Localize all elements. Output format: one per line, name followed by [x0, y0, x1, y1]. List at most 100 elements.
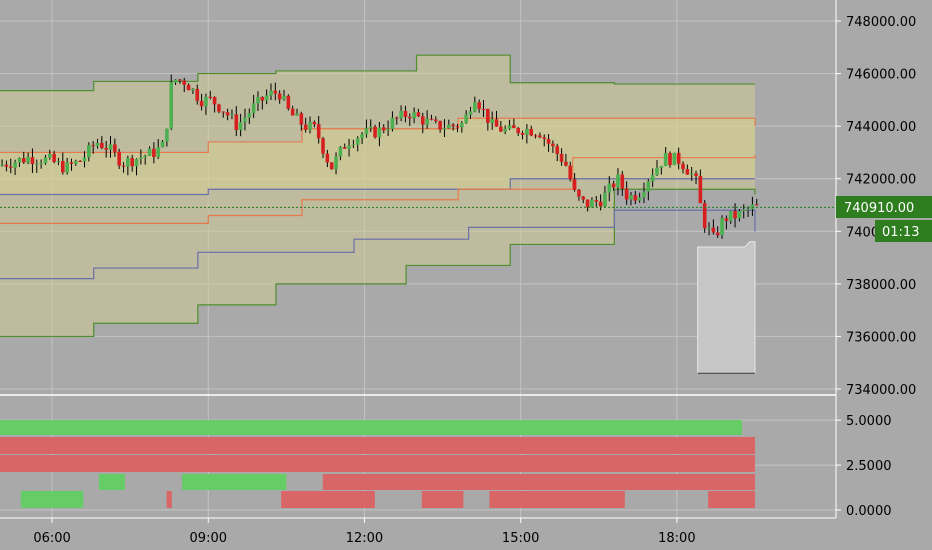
candle-body: [390, 117, 395, 129]
y-tick-label: 746000.00: [846, 68, 916, 83]
candle-body: [689, 173, 694, 175]
lower-y-tick-label: 0.0000: [846, 504, 892, 519]
y-tick-label: 748000.00: [846, 15, 916, 30]
candle-body: [152, 148, 156, 157]
candle-body: [121, 165, 126, 167]
candle-body: [126, 158, 130, 167]
candle-body: [186, 84, 191, 91]
candle-body: [728, 210, 733, 221]
indicator-bar-12: [489, 491, 625, 508]
candle-body: [659, 165, 664, 168]
candle-body: [321, 138, 325, 154]
candle-body: [238, 122, 243, 130]
candle-body: [598, 201, 603, 207]
candle-body: [399, 110, 403, 119]
candle-body: [407, 116, 412, 119]
candle-body: [386, 128, 390, 131]
x-tick-label: 06:00: [33, 531, 70, 546]
countdown-label: 01:13: [882, 225, 919, 240]
candle-body: [299, 113, 304, 125]
candle-body: [724, 218, 729, 221]
candle-body: [243, 117, 247, 123]
candle-body: [347, 145, 351, 149]
candle-body: [499, 126, 503, 132]
candle-body: [624, 188, 629, 200]
indicator-bar-7: [98, 474, 125, 490]
candle-body: [607, 183, 612, 193]
candle-body: [646, 181, 651, 192]
candle-body: [490, 119, 494, 123]
candle-body: [52, 153, 56, 162]
candle-body: [663, 153, 668, 166]
candle-body: [0, 164, 4, 166]
candle-body: [165, 128, 169, 142]
candle-body: [26, 157, 30, 163]
candle-body: [312, 122, 317, 125]
candle-body: [269, 90, 273, 96]
candle-body: [247, 113, 252, 118]
candle-body: [403, 110, 408, 117]
candle-body: [169, 82, 174, 129]
candle-body: [100, 142, 104, 148]
y-tick-label: 742000.00: [846, 173, 916, 188]
candle-body: [39, 163, 43, 165]
candle-body: [715, 232, 720, 236]
indicator-bar-9: [182, 474, 250, 490]
candle-body: [447, 124, 451, 129]
candle-body: [603, 192, 607, 207]
candle-body: [468, 111, 473, 115]
candle-body: [481, 108, 486, 110]
candle-body: [633, 195, 638, 201]
band-mid-lower: [0, 155, 756, 224]
candle-body: [416, 112, 421, 117]
candle-body: [668, 153, 672, 165]
candle-body: [425, 118, 429, 125]
candle-body: [47, 153, 52, 158]
candle-body: [91, 145, 95, 147]
candle-body: [611, 183, 616, 188]
candle-body: [61, 161, 65, 173]
candle-body: [178, 79, 182, 81]
candle-body: [464, 114, 468, 123]
volume-box: [697, 241, 756, 374]
candle-body: [568, 165, 573, 180]
candle-body: [512, 125, 516, 129]
candle-body: [342, 147, 347, 149]
candle-body: [43, 157, 48, 164]
candle-body: [720, 218, 724, 236]
indicator-bar-0: [0, 420, 742, 435]
candle-body: [108, 144, 113, 150]
band-inner-lower: [0, 209, 756, 280]
candle-body: [208, 96, 213, 98]
candle-body: [542, 137, 547, 139]
candle-body: [685, 169, 690, 175]
candle-body: [581, 196, 586, 200]
indicator-bar-6: [41, 491, 84, 508]
candle-body: [290, 108, 295, 116]
candle-body: [477, 102, 481, 109]
candle-body: [594, 200, 599, 202]
candle-body: [525, 128, 529, 135]
candle-body: [438, 121, 442, 130]
candle-body: [650, 175, 655, 182]
candle-body: [702, 203, 707, 229]
candle-body: [325, 153, 330, 163]
candle-body: [442, 128, 447, 130]
candle-body: [394, 117, 399, 119]
candle-body: [681, 163, 685, 170]
candle-body: [451, 124, 455, 127]
candle-body: [199, 100, 204, 107]
candle-body: [334, 156, 338, 170]
indicator-panel: [0, 420, 755, 508]
candle-body: [87, 145, 91, 158]
candle-body: [13, 162, 17, 168]
candle-body: [113, 144, 117, 152]
candle-body: [221, 111, 226, 113]
candle-body: [672, 152, 677, 165]
lower-y-tick-label: 2.5000: [846, 459, 892, 474]
candle-body: [486, 108, 490, 123]
candle-body: [277, 93, 282, 100]
candle-body: [555, 146, 560, 154]
candle-body: [34, 163, 39, 165]
